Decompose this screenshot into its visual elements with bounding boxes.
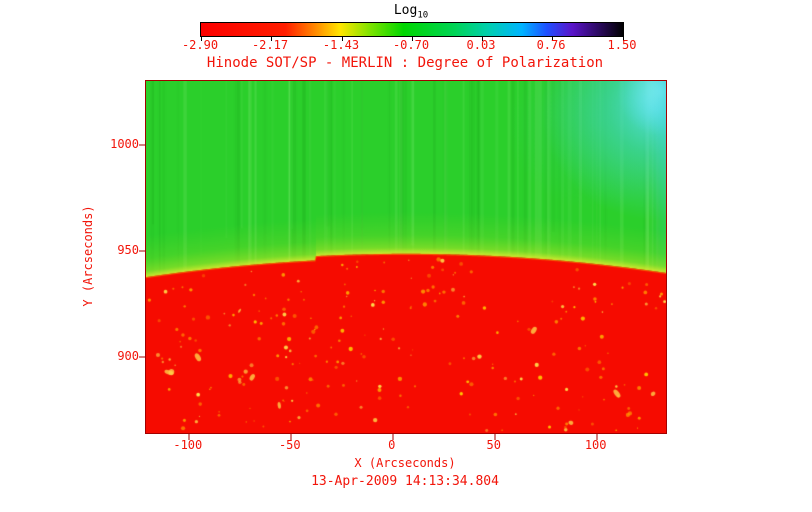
colorbar-tick-label: -0.70 [392,38,430,52]
y-axis-label: Y (Arcseconds) [81,205,95,307]
timestamp: 13-Apr-2009 14:13:34.804 [311,474,499,489]
x-axis-tick-mark [188,434,190,440]
colorbar-tick-mark [201,36,202,41]
colorbar-title-sub: 10 [417,10,429,21]
x-axis-tick-mark [596,434,598,440]
y-axis-tick-label: 950 [117,242,139,257]
chart-title: Hinode SOT/SP - MERLIN : Degree of Polar… [206,55,604,71]
x-axis-tick-label: -100 [173,438,203,452]
heatmap-canvas [146,81,666,433]
x-axis-tick-mark [392,434,394,440]
x-axis-tick-label: 100 [584,438,607,452]
y-axis-tick-labels: 1000 950 900 [95,80,139,432]
colorbar [200,22,624,41]
y-axis-tick-label: 900 [117,348,139,363]
colorbar-gradient [201,23,623,36]
colorbar-title: Log10 [200,3,622,21]
x-axis-tick-label: 50 [486,438,501,452]
colorbar-tick-mark [271,36,272,41]
y-axis-tick-mark [139,356,145,358]
y-axis-tick-label: 1000 [110,136,139,151]
colorbar-tick-mark [412,36,413,41]
x-axis-tick-label: 0 [388,438,396,452]
y-axis-tick-mark [139,250,145,252]
colorbar-tick-label: 0.76 [536,38,566,52]
colorbar-title-main: Log [393,3,418,18]
plot-area [139,80,667,440]
colorbar-tick-mark [341,36,343,41]
colorbar-tick-label: 0.03 [466,38,496,52]
colorbar-tick-labels: -2.90 -2.17 -1.43 -0.70 0.03 0.76 1.50 [182,38,637,53]
x-axis-tick-mark [290,434,292,440]
colorbar-tick-label: -2.17 [251,38,289,52]
colorbar-tick-mark [482,36,483,41]
colorbar-tick-label: -1.43 [322,38,360,52]
x-axis-tick-label: -50 [278,438,301,452]
colorbar-tick-label: 1.50 [607,38,637,52]
colorbar-tick-mark [552,36,554,41]
x-axis-label: X (Arcseconds) [354,456,456,470]
x-axis-tick-labels: -100 -50 0 50 100 [145,438,665,453]
x-axis-tick-mark [494,434,496,440]
colorbar-tick-mark [623,36,624,41]
y-axis-tick-mark [139,144,145,146]
colorbar-tick-label: -2.90 [181,38,219,52]
